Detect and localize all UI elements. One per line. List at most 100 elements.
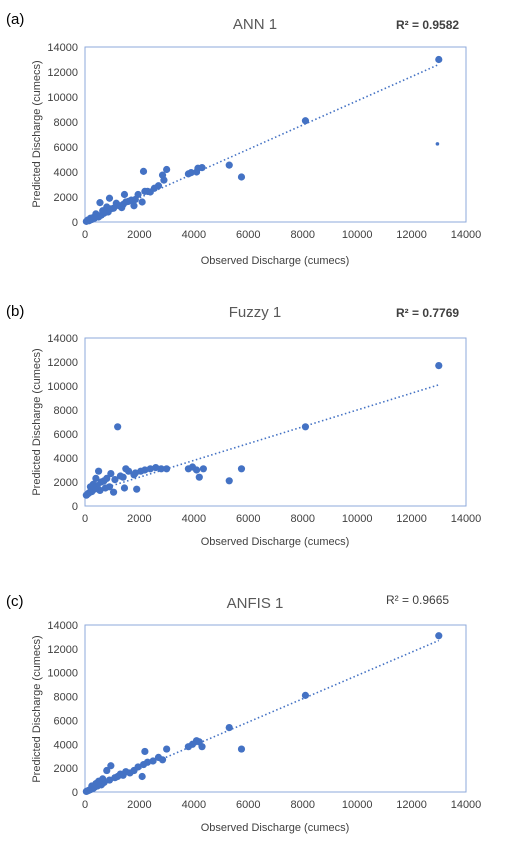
y-tick-label: 8000 <box>54 117 78 129</box>
panel-label: (b) <box>6 303 24 320</box>
y-tick-label: 0 <box>72 217 78 229</box>
data-point <box>107 470 115 478</box>
x-tick-label: 10000 <box>342 513 373 525</box>
x-tick-label: 8000 <box>290 513 314 525</box>
x-tick-label: 8000 <box>290 229 314 241</box>
y-tick-label: 2000 <box>54 477 78 489</box>
data-point <box>237 465 246 473</box>
y-tick-label: 14000 <box>47 620 78 632</box>
data-point <box>92 474 100 482</box>
y-tick-label: 4000 <box>54 167 78 179</box>
x-tick-label: 4000 <box>182 513 206 525</box>
y-tick-label: 2000 <box>54 763 78 775</box>
data-point <box>435 362 443 370</box>
chart-svg: (c) ANFIS 1 R² = 0.9665 0 2000 4000 6000 800… <box>6 593 481 834</box>
data-point <box>111 476 119 484</box>
data-point <box>138 772 146 781</box>
data-point <box>301 423 310 431</box>
data-point <box>101 484 110 492</box>
chart-panel-c: (c) ANFIS 1 R² = 0.9665 0 2000 4000 6000 800… <box>0 580 511 847</box>
x-tick-label: 8000 <box>290 799 314 811</box>
y-axis-title: Predicted Discharge (cumecs) <box>31 348 43 495</box>
data-point <box>114 423 122 431</box>
y-tick-label: 0 <box>72 787 78 799</box>
data-point <box>95 467 103 475</box>
data-point <box>107 762 115 770</box>
x-tick-label: 6000 <box>236 229 260 241</box>
data-point <box>105 776 114 784</box>
data-point <box>152 464 160 472</box>
chart-svg: (a) ANN 1 R² = 0.9582 0 2000 4000 6000 8000 1… <box>6 11 481 267</box>
data-point <box>139 760 148 769</box>
chart-svg: (b) Fuzzy 1 R² = 0.7769 0 2000 4000 6000 800… <box>6 303 481 548</box>
data-point <box>154 753 163 762</box>
panel-label: (a) <box>6 11 24 28</box>
data-point <box>184 743 193 751</box>
x-tick-label: 4000 <box>182 799 206 811</box>
x-tick-label: 10000 <box>342 799 373 811</box>
y-tick-label: 8000 <box>54 692 78 704</box>
y-tick-labels: 0 2000 4000 6000 8000 10000 12000 14000 <box>47 42 78 229</box>
y-tick-label: 12000 <box>47 67 78 79</box>
x-tick-label: 6000 <box>236 513 260 525</box>
x-tick-labels: 0 2000 4000 6000 8000 10000 12000 14000 <box>82 799 481 811</box>
y-tick-label: 12000 <box>47 357 78 369</box>
x-tick-label: 4000 <box>182 229 206 241</box>
r-squared-label: R² = 0.9582 <box>396 18 459 32</box>
y-tick-label: 6000 <box>54 142 78 154</box>
x-tick-label: 10000 <box>342 229 373 241</box>
y-tick-label: 8000 <box>54 405 78 417</box>
chart-title: ANFIS 1 <box>227 595 284 612</box>
y-tick-label: 0 <box>72 501 78 513</box>
plot-area <box>84 46 467 223</box>
chart-title: Fuzzy 1 <box>229 304 282 321</box>
data-point <box>130 202 138 210</box>
data-point <box>111 774 119 782</box>
y-tick-label: 10000 <box>47 381 78 393</box>
data-point <box>225 723 233 732</box>
data-point <box>199 465 207 473</box>
data-point <box>141 187 149 195</box>
data-point <box>301 117 310 125</box>
data-point <box>139 167 148 175</box>
chart-title: ANN 1 <box>233 16 277 33</box>
plot-area <box>84 624 467 793</box>
data-point <box>160 176 168 184</box>
data-point <box>163 745 171 753</box>
r-squared-label: R² = 0.7769 <box>396 306 459 320</box>
data-point <box>103 766 111 775</box>
y-axis-title: Predicted Discharge (cumecs) <box>31 60 43 207</box>
data-point <box>225 161 233 169</box>
data-point <box>82 491 90 499</box>
data-point <box>163 165 171 174</box>
x-tick-label: 0 <box>82 513 88 525</box>
x-tick-label: 12000 <box>396 513 427 525</box>
data-point <box>237 745 246 753</box>
data-point <box>157 465 165 473</box>
y-tick-label: 12000 <box>47 644 78 656</box>
x-tick-labels: 0 2000 4000 6000 8000 10000 12000 14000 <box>82 229 481 241</box>
x-tick-label: 12000 <box>396 799 427 811</box>
x-tick-labels: 0 2000 4000 6000 8000 10000 12000 14000 <box>82 513 481 525</box>
x-tick-label: 14000 <box>451 513 482 525</box>
panel-label: (c) <box>6 593 24 610</box>
data-points <box>82 55 443 225</box>
y-tick-label: 6000 <box>54 715 78 727</box>
y-tick-labels: 0 2000 4000 6000 8000 10000 12000 14000 <box>47 620 78 799</box>
data-point <box>133 485 141 493</box>
y-tick-label: 10000 <box>47 92 78 104</box>
x-axis-title: Observed Discharge (cumecs) <box>201 822 350 834</box>
data-point <box>435 55 443 64</box>
data-point <box>96 199 104 207</box>
data-point <box>184 170 193 178</box>
data-point <box>82 217 90 225</box>
x-tick-label: 2000 <box>127 799 151 811</box>
data-point <box>86 483 95 491</box>
x-tick-label: 2000 <box>127 513 151 525</box>
trendline <box>84 63 440 223</box>
data-point <box>141 747 149 756</box>
y-tick-label: 14000 <box>47 42 78 54</box>
chart-panel-b: (b) Fuzzy 1 R² = 0.7769 0 2000 4000 6000 800… <box>0 290 511 560</box>
data-point <box>109 488 118 496</box>
data-point <box>149 757 157 765</box>
